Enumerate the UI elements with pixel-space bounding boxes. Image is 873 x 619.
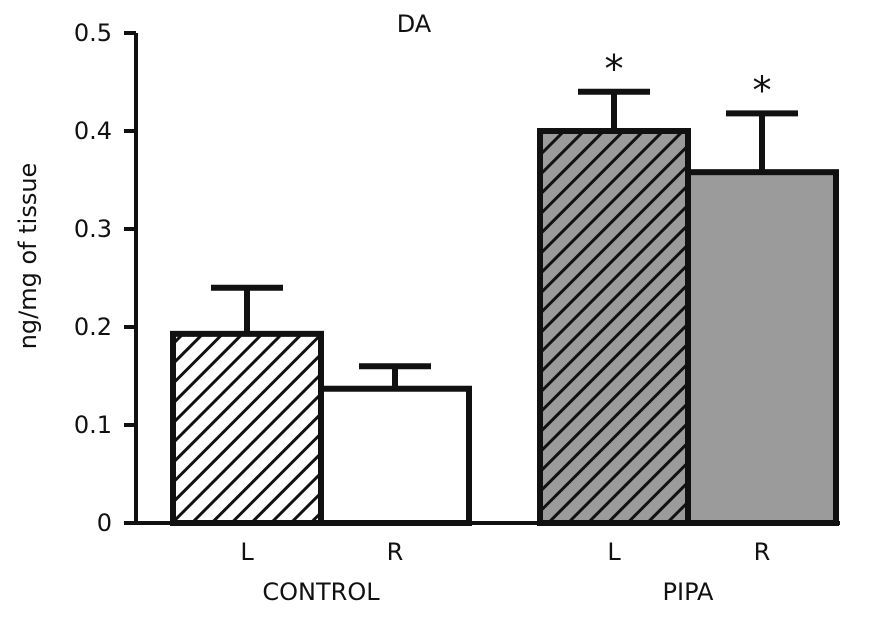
x-tick-label: L xyxy=(240,538,254,566)
significance-marker: * xyxy=(605,47,624,91)
group-label: CONTROL xyxy=(262,578,380,606)
x-tick-label: L xyxy=(607,538,621,566)
bar xyxy=(318,385,472,526)
bar xyxy=(537,128,691,526)
y-tick-label: 0.4 xyxy=(74,117,112,145)
group-label: PIPA xyxy=(663,578,714,606)
significance-marker: * xyxy=(753,68,772,112)
x-tick-label: R xyxy=(754,538,771,566)
x-tick-label: R xyxy=(387,538,404,566)
bars-layer: * * xyxy=(170,47,839,526)
y-tick-label: 0 xyxy=(97,509,112,537)
y-tick-label: 0.1 xyxy=(74,411,112,439)
y-tick-label: 0.2 xyxy=(74,313,112,341)
y-axis-label: ng/mg of tissue xyxy=(14,163,42,350)
chart-title: DA xyxy=(397,10,432,38)
y-tick-label: 0.5 xyxy=(74,19,112,47)
bar xyxy=(685,169,839,526)
bar xyxy=(170,330,324,526)
y-tick-label: 0.3 xyxy=(74,215,112,243)
y-axis-ticks: 0 0.1 0.2 0.3 0.4 0.5 xyxy=(74,19,136,537)
